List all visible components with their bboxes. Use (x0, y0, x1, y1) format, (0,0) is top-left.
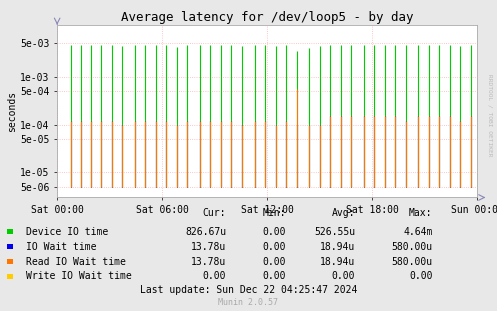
Text: Last update: Sun Dec 22 04:25:47 2024: Last update: Sun Dec 22 04:25:47 2024 (140, 285, 357, 295)
Text: Munin 2.0.57: Munin 2.0.57 (219, 298, 278, 307)
Y-axis label: seconds: seconds (7, 91, 17, 132)
Text: Read IO Wait time: Read IO Wait time (26, 257, 126, 267)
Text: Max:: Max: (409, 208, 432, 218)
Text: 18.94u: 18.94u (320, 242, 355, 252)
Text: 0.00: 0.00 (262, 257, 286, 267)
Text: 826.67u: 826.67u (185, 227, 226, 237)
Text: 580.00u: 580.00u (391, 257, 432, 267)
Text: 0.00: 0.00 (332, 272, 355, 281)
Text: 0.00: 0.00 (262, 272, 286, 281)
Text: Min:: Min: (262, 208, 286, 218)
Text: 18.94u: 18.94u (320, 257, 355, 267)
Text: 0.00: 0.00 (262, 242, 286, 252)
Text: 526.55u: 526.55u (314, 227, 355, 237)
Text: 13.78u: 13.78u (191, 242, 226, 252)
Title: Average latency for /dev/loop5 - by day: Average latency for /dev/loop5 - by day (121, 11, 414, 24)
Text: 0.00: 0.00 (262, 227, 286, 237)
Text: Device IO time: Device IO time (26, 227, 108, 237)
Text: IO Wait time: IO Wait time (26, 242, 97, 252)
Text: RRDTOOL / TOBI OETIKER: RRDTOOL / TOBI OETIKER (487, 74, 492, 156)
Text: Write IO Wait time: Write IO Wait time (26, 272, 132, 281)
Text: Cur:: Cur: (203, 208, 226, 218)
Text: 0.00: 0.00 (203, 272, 226, 281)
Text: 580.00u: 580.00u (391, 242, 432, 252)
Text: 13.78u: 13.78u (191, 257, 226, 267)
Text: 4.64m: 4.64m (403, 227, 432, 237)
Text: 0.00: 0.00 (409, 272, 432, 281)
Text: Avg:: Avg: (332, 208, 355, 218)
